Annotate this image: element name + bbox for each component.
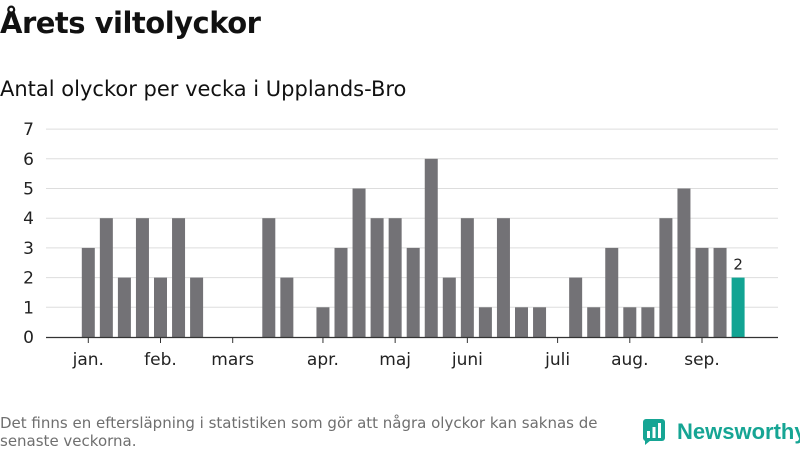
bar (334, 247, 348, 337)
bar (587, 307, 601, 337)
chart-title: Årets viltolyckor (0, 6, 261, 40)
x-tick-label: jan. (72, 350, 104, 370)
x-tick-label: aug. (611, 350, 648, 370)
bar (659, 218, 673, 337)
bar (496, 218, 510, 337)
bar (370, 218, 384, 337)
bar (424, 158, 438, 337)
bar (605, 247, 619, 337)
bar (388, 218, 402, 337)
data-label: 2 (733, 256, 743, 274)
bar (280, 277, 294, 337)
y-tick-label: 6 (23, 150, 34, 170)
y-tick-label: 1 (23, 298, 34, 318)
x-tick-label: feb. (144, 350, 177, 370)
x-tick-label: juni (451, 350, 483, 370)
y-tick-label: 0 (23, 328, 34, 348)
x-tick-label: maj (379, 350, 411, 370)
y-tick-label: 4 (23, 209, 34, 229)
y-tick-label: 5 (23, 180, 34, 200)
bar (154, 277, 167, 337)
bar (406, 247, 420, 337)
bar (316, 307, 330, 337)
bar-chart: 0 1 2 3 4 5 6 7 2 jan. feb. mars apr. maj juni juli aug.… (23, 120, 778, 370)
bar (460, 218, 474, 337)
y-tick-label: 7 (23, 120, 34, 140)
x-tick-label: apr. (307, 350, 339, 370)
bar (117, 277, 131, 337)
bar (81, 247, 95, 337)
bar (172, 218, 186, 337)
bar (713, 247, 727, 337)
bar (515, 307, 528, 337)
highlight-bar (731, 277, 745, 337)
bar (190, 277, 204, 337)
x-tick-label: juli (544, 350, 570, 370)
bar (262, 218, 276, 337)
y-tick-label: 3 (23, 239, 34, 259)
footnote: Det finns en eftersläpning i statistiken… (0, 414, 598, 450)
newsworthy-logo[interactable]: Newsworthy (643, 419, 800, 445)
x-tick-label: sep. (684, 350, 720, 370)
bar (569, 277, 583, 337)
bar (677, 188, 691, 337)
chart-subtitle: Antal olyckor per vecka i Upplands-Bro (0, 77, 407, 101)
brand-name: Newsworthy (677, 419, 800, 444)
bar (135, 218, 149, 337)
bar (442, 277, 456, 337)
bar-chart-icon (643, 419, 665, 445)
bar (695, 247, 709, 337)
y-tick-label: 2 (23, 269, 34, 289)
bar (99, 218, 113, 337)
x-tick-label: mars (211, 350, 254, 370)
bar (641, 307, 655, 337)
bar (478, 307, 492, 337)
bar (623, 307, 637, 337)
bar (533, 307, 547, 337)
bar (352, 188, 366, 337)
